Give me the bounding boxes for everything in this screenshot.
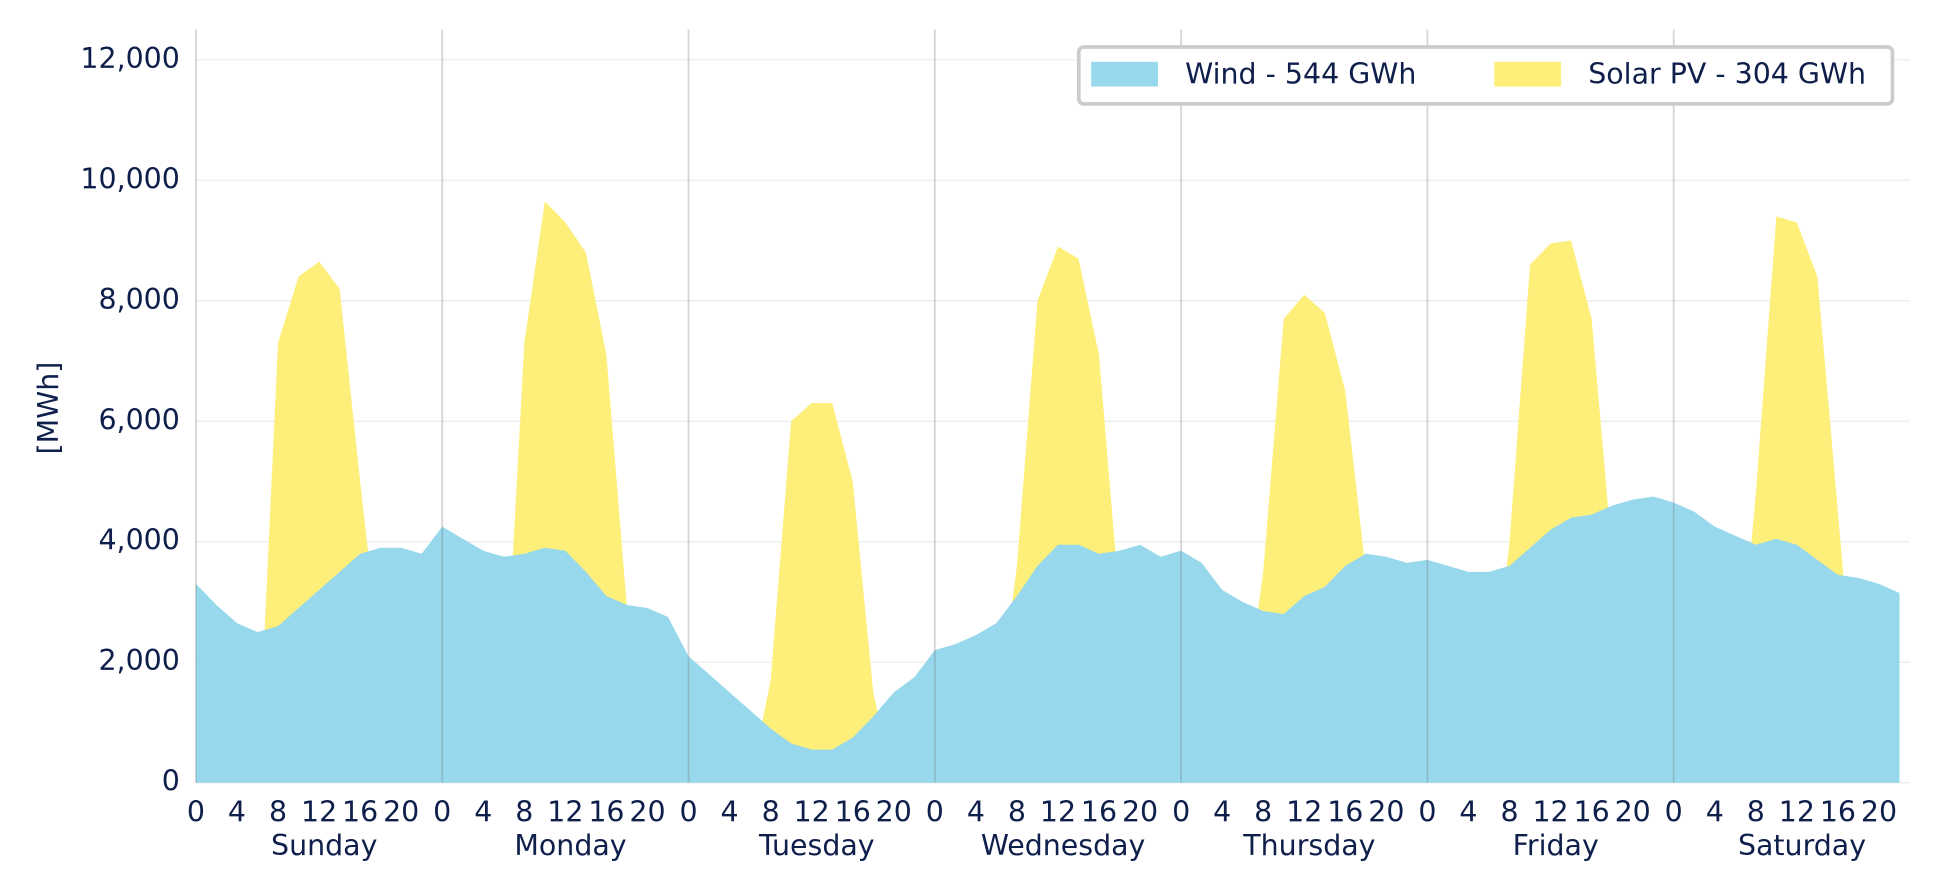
- x-tick-label: 12: [547, 796, 583, 829]
- legend-swatch: [1494, 61, 1562, 87]
- x-tick-label: 4: [1706, 796, 1724, 829]
- x-tick-label: 16: [1081, 796, 1117, 829]
- x-tick-label: 20: [876, 796, 912, 829]
- x-tick-label: 20: [629, 796, 665, 829]
- y-tick-label: 12,000: [80, 42, 179, 75]
- legend-label: Solar PV - 304 GWh: [1588, 57, 1866, 90]
- x-tick-label: 0: [1172, 796, 1190, 829]
- x-tick-label: 20: [1861, 796, 1897, 829]
- day-label: Saturday: [1738, 829, 1866, 862]
- legend: Wind - 544 GWh Solar PV - 304 GWh: [1076, 45, 1895, 106]
- x-tick-label: 16: [342, 796, 378, 829]
- x-tick-label: 12: [301, 796, 337, 829]
- x-tick-label: 8: [515, 796, 533, 829]
- day-label: Monday: [514, 829, 626, 862]
- day-label: Tuesday: [758, 829, 875, 862]
- x-tick-label: 16: [1820, 796, 1856, 829]
- x-tick-label: 20: [1368, 796, 1404, 829]
- x-tick-label: 8: [1500, 796, 1518, 829]
- x-tick-label: 4: [1459, 796, 1477, 829]
- y-tick-label: 10,000: [80, 162, 179, 195]
- x-tick-label: 0: [1418, 796, 1436, 829]
- x-tick-label: 8: [1008, 796, 1026, 829]
- day-label: Wednesday: [981, 829, 1146, 862]
- x-tick-label: 20: [1615, 796, 1651, 829]
- x-tick-label: 12: [794, 796, 830, 829]
- x-tick-label: 4: [721, 796, 739, 829]
- x-tick-label: 20: [383, 796, 419, 829]
- x-tick-label: 4: [967, 796, 985, 829]
- legend-box: [1076, 45, 1895, 106]
- x-tick-label: 20: [1122, 796, 1158, 829]
- y-tick-label: 8,000: [98, 283, 179, 316]
- x-tick-label: 12: [1286, 796, 1322, 829]
- y-axis-label: [MWh]: [32, 362, 65, 455]
- x-tick-label: 0: [1665, 796, 1683, 829]
- day-label: Sunday: [271, 829, 377, 862]
- x-tick-label: 16: [1574, 796, 1610, 829]
- x-tick-label: 8: [1747, 796, 1765, 829]
- y-tick-label: 2,000: [98, 644, 179, 677]
- x-tick-label: 16: [835, 796, 871, 829]
- area: [195, 496, 1900, 783]
- x-tick-label: 12: [1040, 796, 1076, 829]
- y-tick-label: 6,000: [98, 403, 179, 436]
- y-tick-label: 4,000: [98, 524, 179, 557]
- x-tick-label: 4: [474, 796, 492, 829]
- x-tick-label: 4: [228, 796, 246, 829]
- legend-swatch: [1091, 61, 1158, 87]
- x-tick-label: 0: [679, 796, 697, 829]
- x-tick-label: 16: [588, 796, 624, 829]
- x-tick-label: 16: [1327, 796, 1363, 829]
- x-tick-label: 8: [269, 796, 287, 829]
- x-tick-label: 12: [1779, 796, 1815, 829]
- x-tick-label: 4: [1213, 796, 1231, 829]
- x-tick-label: 12: [1532, 796, 1568, 829]
- x-tick-label: 0: [187, 796, 205, 829]
- x-tick-label: 0: [433, 796, 451, 829]
- x-tick-label: 0: [926, 796, 944, 829]
- day-label: Thursday: [1242, 829, 1375, 862]
- y-tick-label: 0: [162, 765, 180, 798]
- x-tick-label: 8: [762, 796, 780, 829]
- x-tick-label: 8: [1254, 796, 1272, 829]
- legend-label: Wind - 544 GWh: [1185, 57, 1416, 90]
- day-label: Friday: [1513, 829, 1599, 862]
